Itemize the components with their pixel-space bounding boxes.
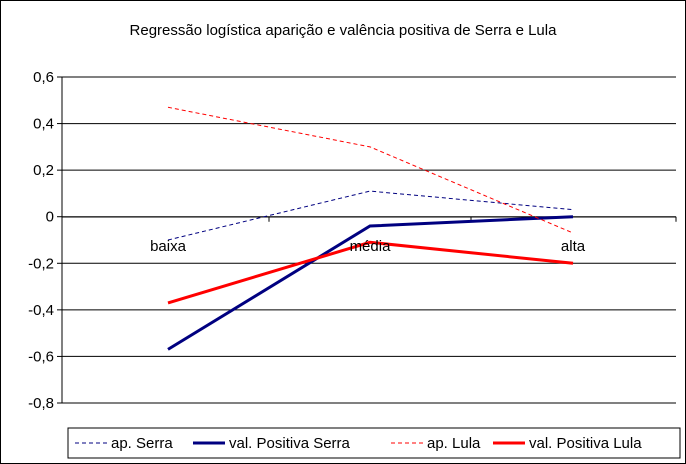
y-tick-label: 0,2	[33, 162, 54, 179]
chart-title: Regressão logística aparição e valência …	[130, 22, 558, 39]
category-label: alta	[561, 238, 586, 255]
y-tick-label: -0,2	[28, 255, 54, 272]
y-tick-label: -0,4	[28, 302, 54, 319]
y-tick-label: 0,4	[33, 116, 54, 133]
y-tick-label: 0,6	[33, 69, 54, 86]
series-line-ap-serra	[167, 190, 574, 241]
series-line-val-positiva-serra	[167, 215, 574, 351]
legend-label: val. Positiva Serra	[229, 435, 351, 452]
y-tick-label: 0	[46, 209, 54, 226]
category-label: baixa	[150, 238, 187, 255]
legend-label: ap. Serra	[111, 435, 173, 452]
y-tick-label: -0,6	[28, 348, 54, 365]
legend-box	[67, 427, 681, 459]
category-label: média	[350, 238, 392, 255]
y-tick-label: -0,8	[28, 395, 54, 412]
legend-label: val. Positiva Lula	[529, 435, 642, 452]
legend: ap. Serra val. Positiva Serra ap. Lula val.…	[67, 427, 681, 459]
y-tick-labels: 0,6 0,4 0,2 0 -0,2 -0,4 -0,6 -0,8	[28, 69, 677, 412]
series-line-ap-lula	[167, 106, 574, 234]
legend-label: ap. Lula	[427, 435, 481, 452]
series-line-val-positiva-lula	[167, 240, 574, 305]
category-labels: baixa média alta	[150, 238, 586, 255]
series-lines	[167, 106, 574, 351]
